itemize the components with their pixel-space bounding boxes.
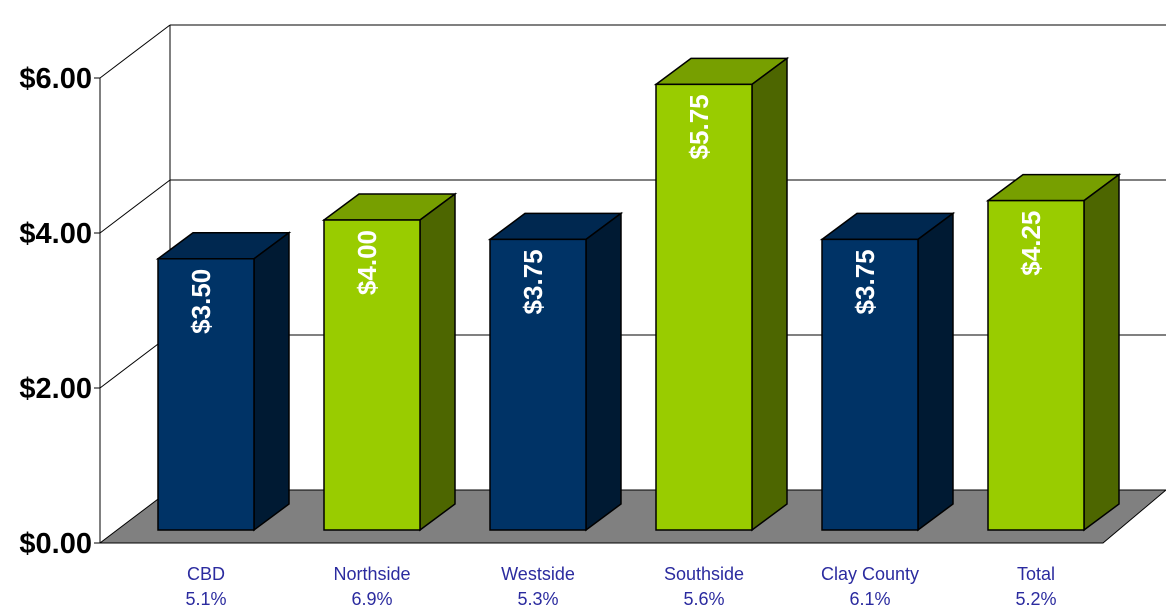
category-label: Total: [1017, 564, 1055, 584]
category-label: Southside: [664, 564, 744, 584]
category-label: Westside: [501, 564, 575, 584]
y-tick-label: $4.00: [19, 218, 92, 250]
bar: $4.25: [985, 173, 1122, 532]
bar-front: [655, 83, 753, 531]
category-label: Northside: [333, 564, 410, 584]
bar: $3.50: [155, 231, 292, 532]
bar-front: [489, 238, 587, 531]
data-label: $3.75: [850, 249, 880, 314]
category-labels: CBD 5.1% Northside 6.9% Westside 5.3% Southsid…: [185, 564, 1056, 609]
bar: $3.75: [819, 211, 956, 532]
bars: $3.50 $4.00 $3.75 $5.75 $3.75 $4.25: [155, 56, 1122, 532]
data-label: $4.25: [1016, 211, 1046, 276]
bar-front: [987, 199, 1085, 531]
bar: $5.75: [653, 56, 790, 532]
category-sublabel: 5.2%: [1015, 589, 1056, 609]
category-label: Clay County: [821, 564, 919, 584]
category-sublabel: 6.9%: [351, 589, 392, 609]
category-label: CBD: [187, 564, 225, 584]
data-label: $3.75: [518, 249, 548, 314]
gridline-diagonal: [99, 179, 171, 234]
bar-side: [585, 211, 622, 532]
y-axis: $0.00 $2.00 $4.00 $6.00: [19, 63, 100, 560]
bar-side: [917, 211, 954, 532]
bar-side: [253, 231, 290, 532]
bar: $4.00: [321, 192, 458, 532]
bar-side: [751, 56, 788, 532]
category-sublabel: 6.1%: [849, 589, 890, 609]
y-tick-label: $6.00: [19, 63, 92, 95]
data-label: $4.00: [352, 230, 382, 295]
bar-front: [323, 219, 421, 531]
bar-side: [419, 192, 456, 532]
bar-side: [1083, 173, 1120, 532]
bar-front: [821, 238, 919, 531]
category-sublabel: 5.6%: [683, 589, 724, 609]
category-sublabel: 5.3%: [517, 589, 558, 609]
bar-front: [157, 258, 255, 531]
bar: $3.75: [487, 211, 624, 532]
data-label: $5.75: [684, 94, 714, 159]
y-tick-label: $0.00: [19, 528, 92, 560]
data-label: $3.50: [186, 269, 216, 334]
category-sublabel: 5.1%: [185, 589, 226, 609]
gridline-diagonal: [99, 24, 171, 79]
y-tick-label: $2.00: [19, 373, 92, 405]
